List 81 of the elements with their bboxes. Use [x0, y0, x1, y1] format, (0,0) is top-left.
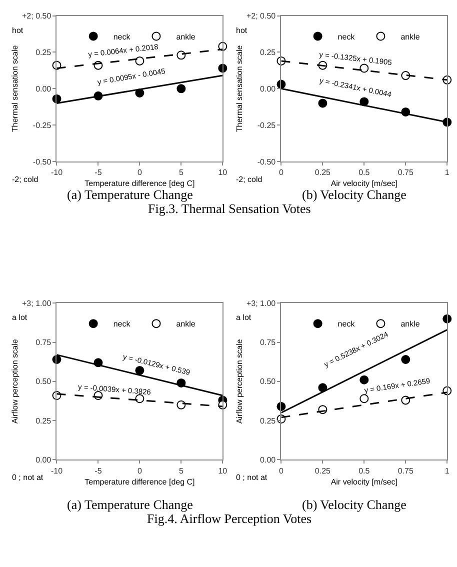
x-tick-label: -5 — [94, 466, 102, 476]
y-tick-label: +3; 1.00 — [246, 298, 276, 308]
y-tick-label: 0.00 — [36, 84, 52, 94]
x-tick-label: 0.5 — [358, 466, 370, 476]
point — [401, 355, 410, 364]
text: 0 ; not at — [12, 473, 44, 482]
x-tick-label: 1 — [444, 466, 450, 476]
text: a lot — [12, 313, 28, 322]
x-tick-label: 5 — [178, 168, 184, 178]
text: -2; cold — [12, 175, 38, 184]
x-tick-label: 5 — [178, 466, 184, 476]
y-axis-title: Airflow perception scale — [235, 338, 244, 424]
x-tick-label: 0 — [278, 168, 284, 178]
x-tick-label: 0.5 — [358, 168, 370, 178]
text: -2; cold — [236, 175, 262, 184]
y-tick-label: 0.75 — [260, 338, 276, 348]
y-tick-label: -0.50 — [257, 157, 276, 166]
y-tick-label: 0.25 — [36, 416, 52, 426]
y-tick-label: 0.25 — [260, 48, 276, 58]
x-tick-label: -5 — [94, 168, 102, 178]
y-tick-label: 0.50 — [260, 377, 276, 386]
point — [360, 394, 369, 404]
x-tick-label: 10 — [218, 466, 228, 476]
point — [176, 50, 186, 60]
caption: Fig.4. Airflow Perception Votes — [147, 511, 312, 526]
x-tick-label: -10 — [50, 168, 64, 178]
x-tick-label: -10 — [50, 466, 64, 476]
y-tick-label: 0.00 — [260, 455, 276, 464]
y-axis-title: Thermal sensation scale — [235, 44, 244, 132]
legend-label: neck — [338, 32, 356, 42]
x-axis-title: Air velocity [m/sec] — [330, 477, 398, 486]
x-tick-label: 0 — [278, 466, 284, 476]
x-tick-label: 0.75 — [398, 466, 414, 476]
x-tick-label: 1 — [444, 168, 450, 178]
text: a lot — [236, 313, 252, 322]
y-tick-label: -0.25 — [257, 120, 276, 130]
legend-label: ankle — [400, 320, 420, 329]
y-axis-title: Airflow perception scale — [10, 338, 20, 424]
x-axis-title: Air velocity [m/sec] — [330, 179, 398, 188]
y-tick-label: -0.50 — [32, 157, 52, 166]
y-tick-label: +2; 0.50 — [246, 12, 276, 21]
point — [176, 84, 186, 94]
y-tick-label: +3; 1.00 — [22, 298, 52, 308]
point — [176, 400, 186, 410]
x-tick-label: 10 — [218, 168, 228, 178]
y-tick-label: 0.25 — [260, 416, 276, 426]
x-tick-label: 0.25 — [314, 168, 332, 178]
y-tick-label: 0.25 — [36, 48, 52, 58]
text: (a) Temperature Change — [67, 187, 194, 202]
legend-label: neck — [113, 320, 132, 329]
x-tick-label: 0.25 — [314, 466, 332, 476]
point — [135, 56, 144, 66]
text: hot — [236, 26, 248, 35]
y-tick-label: 0.00 — [260, 84, 276, 94]
text: (b) Velocity Change — [302, 187, 407, 202]
legend-label: ankle — [176, 320, 196, 329]
y-tick-label: 0.75 — [36, 338, 52, 348]
point — [401, 71, 410, 80]
point — [318, 98, 328, 108]
caption: Fig.3. Thermal Sensation Votes — [148, 201, 311, 216]
x-tick-label: 0.75 — [398, 168, 414, 178]
x-axis-title: Temperature difference [deg C] — [84, 477, 195, 486]
point — [360, 375, 369, 384]
text: (b) Velocity Change — [302, 497, 407, 512]
y-tick-label: -0.25 — [32, 120, 52, 130]
x-tick-label: 0 — [137, 168, 142, 178]
legend-label: ankle — [400, 32, 420, 42]
y-tick-label: +2; 0.50 — [22, 12, 52, 21]
legend-label: ankle — [176, 32, 196, 42]
point — [360, 64, 369, 73]
text: (a) Temperature Change — [67, 497, 194, 512]
legend-label: neck — [338, 320, 356, 329]
y-tick-label: 0.00 — [36, 455, 52, 464]
x-tick-label: 0 — [137, 466, 142, 476]
y-axis-title: Thermal sensation scale — [10, 44, 20, 132]
text: 0 ; not at — [236, 473, 268, 482]
text: hot — [12, 26, 24, 35]
legend-label: neck — [113, 32, 132, 42]
y-tick-label: 0.50 — [36, 377, 52, 386]
point — [401, 396, 410, 405]
x-axis-title: Temperature difference [deg C] — [84, 179, 195, 188]
